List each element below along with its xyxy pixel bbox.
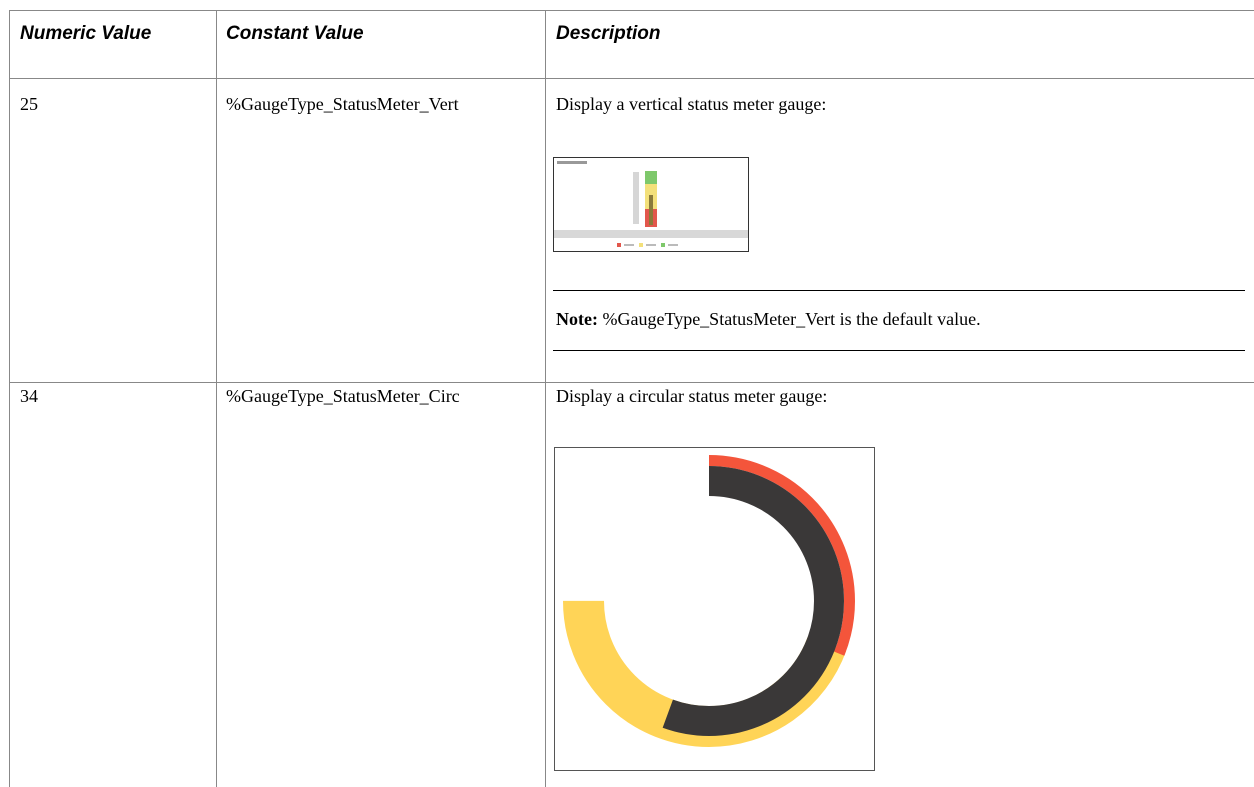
note-rule [553,350,1245,351]
cell: %GaugeType_StatusMeter_Vert [226,94,459,114]
column-divider [545,10,546,787]
header-cell: Numeric Value [20,23,152,44]
column-divider [9,10,10,787]
header-cell: Description [556,23,661,44]
cell: %GaugeType_StatusMeter_Circ [226,386,460,406]
row-divider [9,382,1254,383]
note-text: %GaugeType_StatusMeter_Vert is the defau… [602,309,981,329]
note-rule [553,290,1245,291]
note: Note: %GaugeType_StatusMeter_Vert is the… [556,309,981,330]
note-label: Note: [556,309,598,329]
cell: 34 [20,386,38,406]
header-cell: Constant Value [226,23,364,44]
column-divider [216,10,217,787]
cell: 25 [20,94,38,114]
table-border [9,10,1254,11]
cell: Display a vertical status meter gauge: [556,94,827,114]
vertical-gauge-image [553,157,749,252]
cell: Display a circular status meter gauge: [556,386,828,406]
circular-gauge-image [554,447,875,771]
row-divider [9,78,1254,79]
